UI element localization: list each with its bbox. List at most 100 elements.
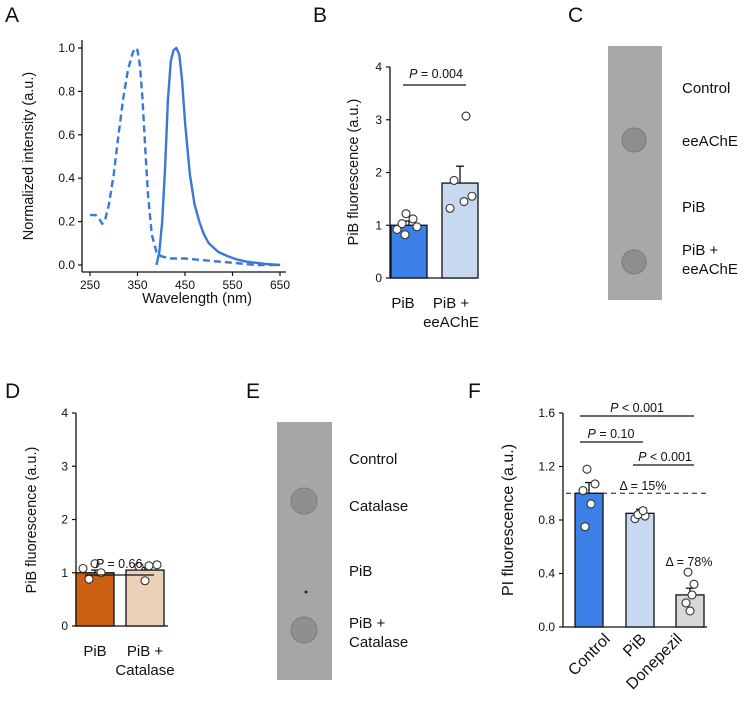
a-x-tick-label: 250 xyxy=(80,278,100,292)
c-label-eeache: eeAChE xyxy=(682,133,738,150)
e-label-pib-plus: PiB + xyxy=(349,615,386,632)
d-y-tick-label: 2 xyxy=(61,513,68,527)
b-data-point xyxy=(400,230,410,240)
panel-label-b: B xyxy=(313,4,327,27)
a-y-tick-label: 0.0 xyxy=(58,258,75,272)
d-y-tick-label: 4 xyxy=(61,406,68,420)
e-label-catalase-2: Catalase xyxy=(349,634,408,651)
f-y-tick-label: 0.0 xyxy=(538,620,555,634)
b-data-point xyxy=(467,191,477,201)
b-cat-label-1b: eeAChE xyxy=(423,314,479,331)
a-y-tick-label: 0.6 xyxy=(58,128,75,142)
e-spot-pib-catalase xyxy=(290,616,318,644)
f-bar-2 xyxy=(675,594,705,628)
panel-a-chart: 0.0 0.2 0.4 0.6 0.8 1.0 250 350 450 550 650 Norma… xyxy=(21,40,290,307)
c-spot-eeache xyxy=(621,127,647,153)
panel-label-d: D xyxy=(5,380,20,403)
f-y-tick-label: 1.2 xyxy=(538,460,555,474)
d-y-ticks: 0 1 2 3 4 xyxy=(61,406,76,633)
b-bars xyxy=(390,111,479,279)
a-y-tick-label: 0.4 xyxy=(58,171,75,185)
f-data-point xyxy=(578,486,588,496)
a-y-tick-label: 0.2 xyxy=(58,215,75,229)
f-p-value-3: P < 0.001 xyxy=(638,450,692,464)
d-data-point xyxy=(152,560,162,570)
d-bars xyxy=(75,559,165,627)
panel-label-a: A xyxy=(5,4,19,27)
f-bar-0 xyxy=(574,492,604,628)
f-p2-symbol: P xyxy=(588,427,597,441)
b-data-point xyxy=(401,209,411,219)
panel-d-chart: 0 1 2 3 4 PiB fluorescence (a.u.) P = 0.66 P… xyxy=(24,406,175,679)
d-p-value: P = 0.66 xyxy=(96,557,143,571)
f-p1-text: < 0.001 xyxy=(618,401,664,415)
f-p3-symbol: P xyxy=(638,450,647,464)
b-data-point xyxy=(445,203,455,213)
a-x-tick-label: 550 xyxy=(222,278,242,292)
d-cat-label-0: PiB xyxy=(83,643,106,660)
d-data-point xyxy=(134,561,144,571)
d-y-tick-label: 3 xyxy=(61,459,68,473)
d-data-point xyxy=(78,563,88,574)
d-cat-label-1a: PiB + xyxy=(127,643,164,660)
f-cat-label-control: Control xyxy=(565,631,613,679)
f-p-value-2: P = 0.10 xyxy=(588,427,635,441)
b-cat-label-1a: PiB + xyxy=(433,295,470,312)
a-x-tick-label: 450 xyxy=(175,278,195,292)
a-x-label: Wavelength (nm) xyxy=(142,291,252,307)
c-label-eeache-2: eeAChE xyxy=(682,261,738,278)
c-spot-pib-eeache xyxy=(621,249,647,275)
b-y-tick-label: 1 xyxy=(375,218,382,232)
b-y-tick-label: 3 xyxy=(375,113,382,127)
e-label-pib: PiB xyxy=(349,563,372,580)
panel-label-f: F xyxy=(468,380,481,403)
b-data-point xyxy=(392,224,402,235)
f-data-point xyxy=(689,579,699,589)
d-y-label: PiB fluorescence (a.u.) xyxy=(24,447,40,594)
a-x-tick-label: 650 xyxy=(270,278,290,292)
d-data-point xyxy=(84,574,94,584)
f-delta-donepezil: Δ = 78% xyxy=(666,555,713,569)
f-p-value-1: P < 0.001 xyxy=(610,401,664,415)
f-data-point xyxy=(582,464,592,474)
b-data-point xyxy=(408,214,418,224)
d-data-point xyxy=(144,561,154,571)
d-p-symbol: P xyxy=(96,557,105,571)
a-y-tick-label: 0.8 xyxy=(58,84,75,98)
panel-e-blot: Control Catalase PiB PiB + Catalase xyxy=(277,422,408,680)
f-cat-label-pib: PiB xyxy=(620,631,650,661)
b-cat-label-0: PiB xyxy=(391,295,414,312)
d-y-tick-label: 0 xyxy=(61,619,68,633)
f-p3-text: < 0.001 xyxy=(646,450,692,464)
d-data-point xyxy=(90,559,100,569)
b-data-point xyxy=(412,222,422,232)
f-data-point xyxy=(638,506,648,516)
f-data-point xyxy=(683,567,693,577)
f-p2-text: = 0.10 xyxy=(596,427,635,441)
a-spectra xyxy=(90,46,281,267)
e-blot-speck xyxy=(304,590,308,594)
b-p-symbol: P xyxy=(409,67,418,81)
f-p1-symbol: P xyxy=(610,401,619,415)
panel-label-e: E xyxy=(246,380,260,403)
panel-label-c: C xyxy=(568,4,583,27)
b-p-text: = 0.004 xyxy=(417,67,463,81)
f-data-point xyxy=(685,606,695,616)
f-data-point xyxy=(687,590,697,600)
f-y-tick-label: 0.4 xyxy=(538,567,555,581)
d-data-point xyxy=(140,576,150,586)
b-y-ticks: 0 1 2 3 4 xyxy=(375,60,390,285)
e-label-control: Control xyxy=(349,451,397,468)
e-label-catalase: Catalase xyxy=(349,498,408,515)
b-data-point xyxy=(397,219,407,229)
f-delta-pib: Δ = 15% xyxy=(620,479,667,493)
b-data-point xyxy=(459,196,469,207)
f-bar-1 xyxy=(625,512,655,628)
f-data-point xyxy=(580,522,590,532)
b-y-tick-label: 0 xyxy=(375,271,382,285)
a-excitation-line xyxy=(90,46,280,267)
b-data-point xyxy=(449,175,459,185)
a-y-ticks: 0.0 0.2 0.4 0.6 0.8 1.0 xyxy=(58,41,82,272)
